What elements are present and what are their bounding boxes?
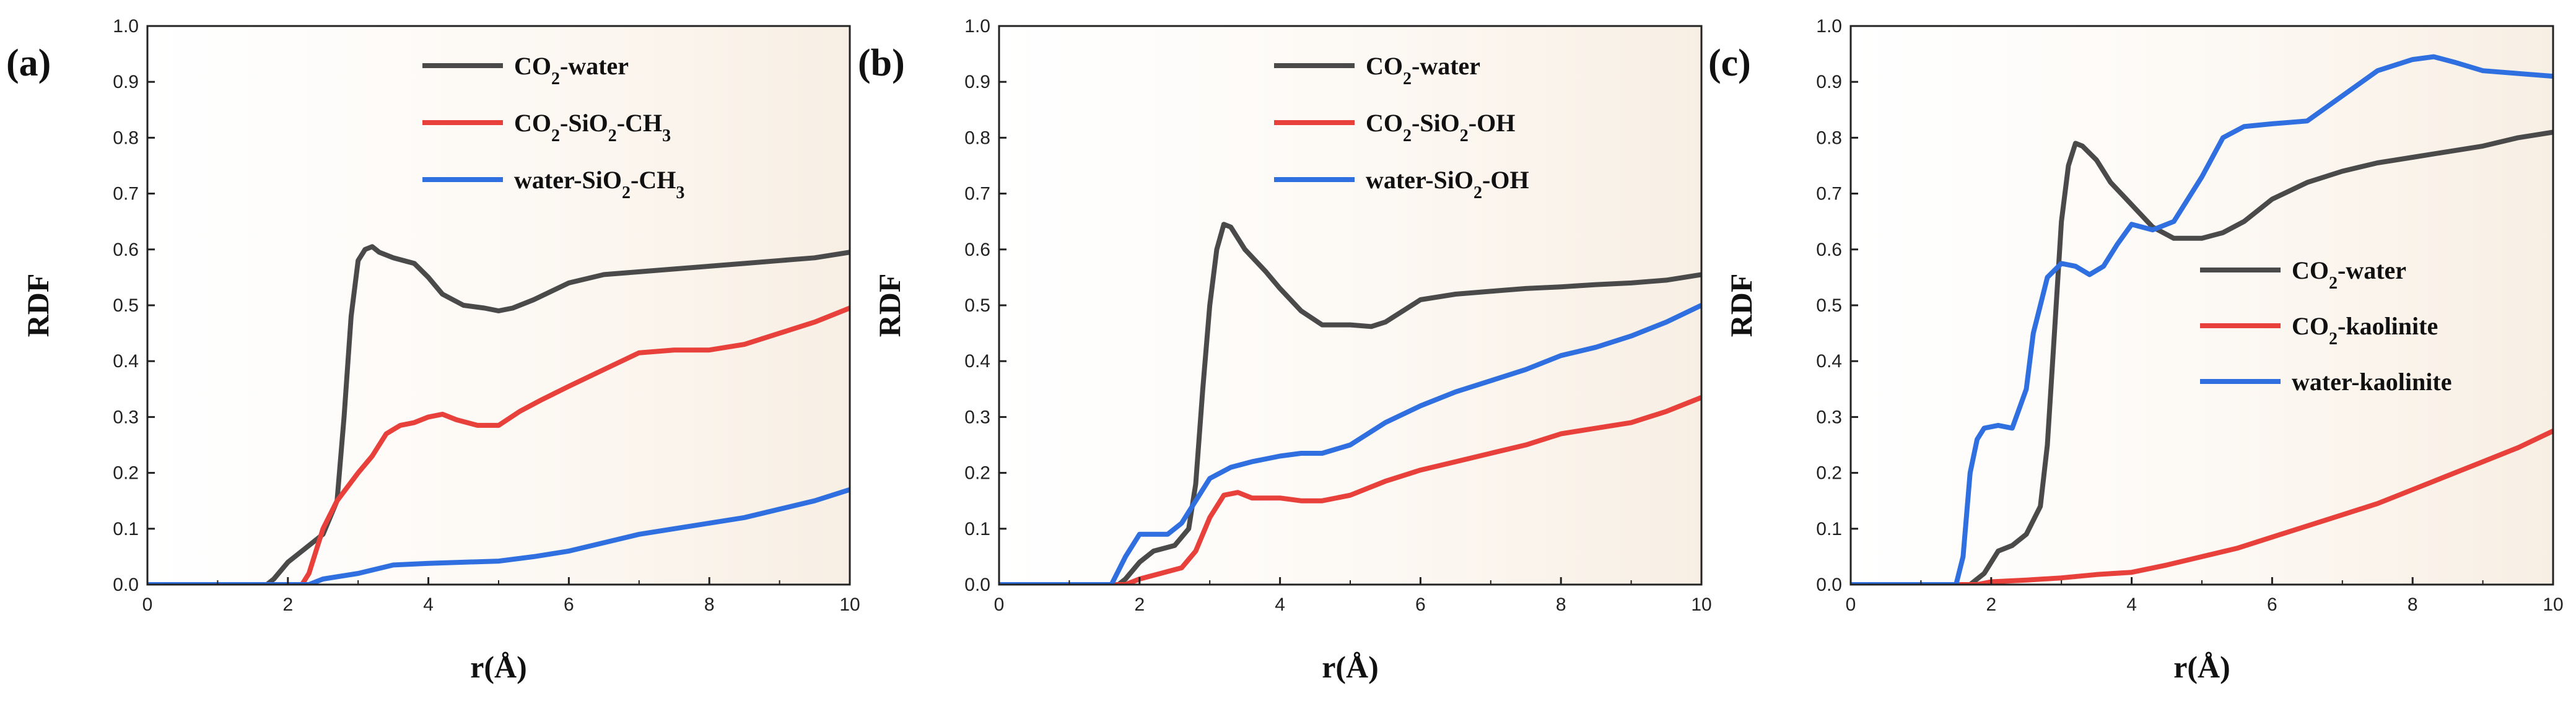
series-line-water-SiO2-OH bbox=[999, 303, 1701, 585]
y-tick-label: 0.6 bbox=[1816, 240, 1842, 260]
panel-label: (b) bbox=[858, 42, 905, 84]
y-tick-label: 0.4 bbox=[113, 351, 139, 372]
legend-label-CO2-SiO2-OH: CO2-SiO2-OH bbox=[1366, 109, 1515, 146]
x-tick-label: 2 bbox=[1134, 594, 1145, 615]
legend-label-CO2-SiO2-CH3: CO2-SiO2-CH3 bbox=[514, 109, 671, 146]
chart-panel-b: 0 2 4 6 8 10 0.0 0.1 0.2 0.3 0.4 0.5 0.6 0.7 0.8 0.9 1.0… bbox=[858, 16, 1712, 684]
y-axis-title: RDF bbox=[1724, 274, 1758, 337]
x-tick-label: 0 bbox=[1846, 594, 1856, 615]
y-tick-label: 0.7 bbox=[1816, 184, 1842, 204]
legend-label-CO2-water: CO2-water bbox=[514, 52, 629, 89]
y-tick-label: 0.9 bbox=[113, 72, 139, 92]
y-tick-label: 1.0 bbox=[964, 16, 990, 37]
series-line-CO2-water bbox=[1851, 129, 2553, 585]
y-tick-label: 0.9 bbox=[964, 72, 990, 92]
x-tick-label: 8 bbox=[1556, 594, 1566, 615]
x-tick-label: 10 bbox=[839, 594, 860, 615]
chart-panel-c: 0 2 4 6 8 10 0.0 0.1 0.2 0.3 0.4 0.5 0.6 0.7 0.8 0.9 1.0… bbox=[1708, 16, 2564, 684]
y-tick-label: 0.8 bbox=[964, 128, 990, 148]
y-tick-label: 0.2 bbox=[1816, 463, 1842, 484]
chart-panel-a: 0 2 4 6 8 10 0.0 0.1 0.2 0.3 0.4 0.5 0.6 0.7 0.8 0.9 1.0… bbox=[6, 16, 860, 684]
y-tick-label: 0.3 bbox=[1816, 407, 1842, 427]
y-tick-label: 0.5 bbox=[964, 295, 990, 316]
plot-area bbox=[999, 26, 1701, 585]
y-tick-label: 0.8 bbox=[1816, 128, 1842, 148]
legend-label-water-kaolinite: water-kaolinite bbox=[2292, 368, 2452, 396]
y-tick-label: 0.5 bbox=[1816, 295, 1842, 316]
y-tick-label: 0.1 bbox=[1816, 519, 1842, 539]
y-tick-label: 0.6 bbox=[964, 240, 990, 260]
y-tick-label: 0.5 bbox=[113, 295, 139, 316]
series-line-CO2-water bbox=[999, 222, 1701, 585]
y-tick-label: 0.8 bbox=[113, 128, 139, 148]
x-tick-label: 4 bbox=[423, 594, 434, 615]
y-tick-label: 0.4 bbox=[964, 351, 990, 372]
y-tick-label: 0.0 bbox=[113, 575, 139, 595]
y-tick-label: 0.2 bbox=[113, 463, 139, 484]
y-axis-title: RDF bbox=[20, 274, 55, 337]
panel-label: (c) bbox=[1708, 42, 1751, 84]
legend-label-CO2-kaolinite: CO2-kaolinite bbox=[2292, 312, 2438, 349]
legend: CO2-water CO2-SiO2-OH water-SiO2-OH bbox=[1274, 52, 1529, 202]
panel-label: (a) bbox=[6, 42, 51, 84]
series-line-CO2-SiO2-OH bbox=[999, 394, 1701, 585]
series-group bbox=[147, 244, 850, 585]
y-tick-label: 0.1 bbox=[964, 519, 990, 539]
x-tick-label: 2 bbox=[1986, 594, 1996, 615]
y-tick-label: 0.4 bbox=[1816, 351, 1842, 372]
y-tick-label: 0.3 bbox=[964, 407, 990, 427]
x-axis-title: r(Å) bbox=[1322, 650, 1379, 684]
series-line-CO2-SiO2-CH3 bbox=[147, 305, 850, 585]
legend: CO2-water CO2-SiO2-CH3 water-SiO2-CH3 bbox=[422, 52, 684, 202]
x-tick-label: 6 bbox=[2267, 594, 2277, 615]
legend-label-water-SiO2-CH3: water-SiO2-CH3 bbox=[514, 166, 684, 202]
y-tick-label: 0.7 bbox=[964, 184, 990, 204]
y-tick-label: 0.1 bbox=[113, 519, 139, 539]
plot-area bbox=[1851, 26, 2553, 585]
x-tick-label: 2 bbox=[282, 594, 293, 615]
legend: CO2-water CO2-kaolinite water-kaolinite bbox=[2200, 256, 2452, 396]
series-group bbox=[999, 222, 1701, 585]
y-tick-label: 0.2 bbox=[964, 463, 990, 484]
x-axis-title: r(Å) bbox=[470, 650, 527, 684]
series-line-CO2-kaolinite bbox=[1851, 429, 2553, 585]
legend-label-CO2-water: CO2-water bbox=[1366, 52, 1480, 89]
x-tick-label: 8 bbox=[704, 594, 715, 615]
legend-label-CO2-water: CO2-water bbox=[2292, 256, 2406, 293]
x-tick-label: 10 bbox=[1691, 594, 1711, 615]
x-axis-title: r(Å) bbox=[2173, 650, 2230, 684]
series-group bbox=[1851, 54, 2553, 585]
x-tick-label: 10 bbox=[2543, 594, 2563, 615]
y-tick-label: 0.9 bbox=[1816, 72, 1842, 92]
y-tick-label: 0.7 bbox=[113, 184, 139, 204]
y-tick-label: 0.6 bbox=[113, 240, 139, 260]
plot-area bbox=[147, 26, 850, 585]
x-tick-label: 6 bbox=[564, 594, 574, 615]
series-line-water-kaolinite bbox=[1851, 54, 2553, 585]
x-tick-label: 0 bbox=[142, 594, 153, 615]
x-tick-label: 4 bbox=[1275, 594, 1285, 615]
y-tick-label: 0.0 bbox=[964, 575, 990, 595]
series-line-water-SiO2-CH3 bbox=[147, 487, 850, 585]
legend-label-water-SiO2-OH: water-SiO2-OH bbox=[1366, 166, 1529, 202]
y-tick-label: 1.0 bbox=[113, 16, 139, 37]
y-tick-label: 0.0 bbox=[1816, 575, 1842, 595]
x-tick-label: 0 bbox=[994, 594, 1005, 615]
x-tick-label: 8 bbox=[2408, 594, 2418, 615]
y-tick-label: 1.0 bbox=[1816, 16, 1842, 37]
x-tick-label: 4 bbox=[2126, 594, 2137, 615]
y-tick-label: 0.3 bbox=[113, 407, 139, 427]
y-axis-title: RDF bbox=[872, 274, 907, 337]
x-tick-label: 6 bbox=[1415, 594, 1426, 615]
